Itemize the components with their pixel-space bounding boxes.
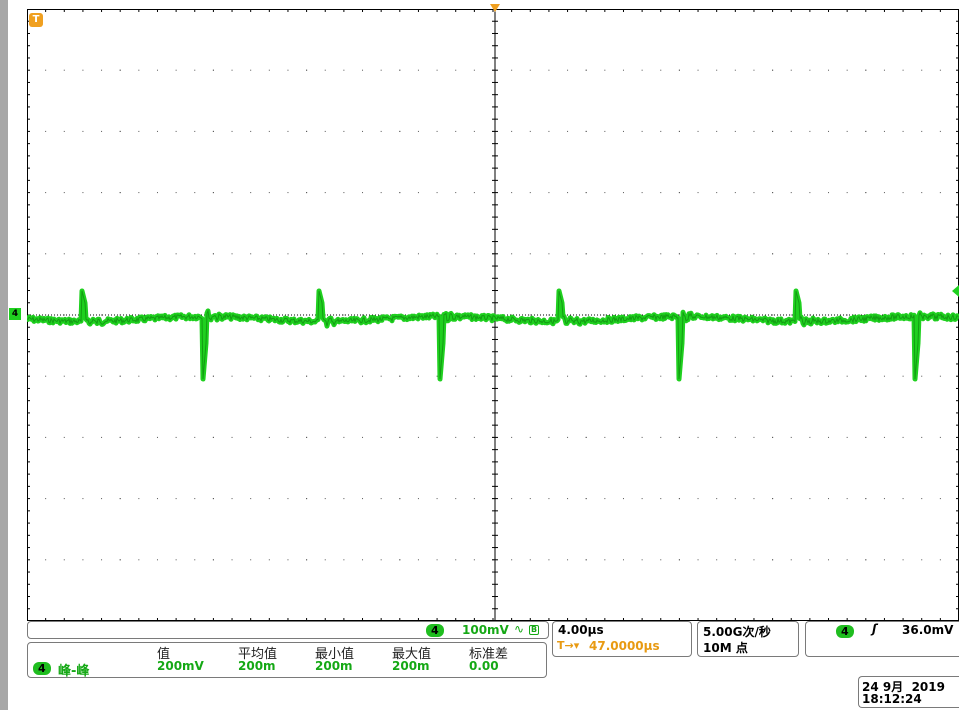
header-mean: 平均值 <box>238 647 278 662</box>
datetime-panel: 24 9月 2019 18:12:24 <box>858 676 959 708</box>
channel-scale-bar[interactable]: 4 100mV ∿ B <box>27 621 549 639</box>
header-min: 最小值 <box>315 647 355 662</box>
trigger-slope-icon: ʃ <box>872 622 877 636</box>
trigger-panel[interactable]: 4 ʃ 36.0mV <box>805 621 959 657</box>
waveform-trace <box>27 288 959 382</box>
coupling-icon: ∿ <box>514 622 525 636</box>
channel-badge: 4 <box>426 624 444 637</box>
value-current: 200mV <box>157 659 204 673</box>
bandwidth-limit-icon: B <box>529 625 540 635</box>
waveform-trace-core <box>27 290 959 380</box>
header-stddev: 标准差 <box>469 647 509 662</box>
header-max: 最大值 <box>392 647 432 662</box>
timebase-scale: 4.00µs <box>558 623 604 637</box>
channel-scale: 100mV <box>462 623 509 637</box>
measurement-name: 峰-峰 <box>58 664 90 679</box>
trigger-source-badge: 4 <box>836 625 854 638</box>
channel-ground-marker[interactable]: 4 <box>9 308 21 320</box>
value-max: 200m <box>392 659 430 673</box>
trigger-position-value: 47.0000µs <box>589 639 660 653</box>
header-value: 值 <box>157 647 171 662</box>
sample-rate: 5.00G次/秒 <box>703 625 771 639</box>
measurement-source-badge: 4 <box>33 662 51 675</box>
date: 24 9月 2019 <box>862 680 945 694</box>
graticule <box>27 9 959 621</box>
value-stddev: 0.00 <box>469 659 499 673</box>
trigger-time-marker[interactable]: T <box>29 13 43 27</box>
timebase-panel[interactable]: 4.00µs T→▾ 47.0000µs <box>552 621 692 657</box>
trigger-level: 36.0mV <box>902 623 954 637</box>
measurement-panel[interactable]: 4 峰-峰 值 平均值 最小值 最大值 标准差 200mV 200m 200m … <box>27 642 547 679</box>
left-bezel <box>0 0 8 710</box>
value-min: 200m <box>315 659 353 673</box>
time: 18:12:24 <box>862 692 922 706</box>
acquisition-panel[interactable]: 5.00G次/秒 10M 点 <box>697 621 799 657</box>
trigger-position-marker[interactable] <box>490 4 500 12</box>
value-mean: 200m <box>238 659 276 673</box>
trigger-level-marker[interactable] <box>952 285 959 297</box>
trigger-position-icon: T→▾ <box>557 639 580 652</box>
record-length: 10M 点 <box>703 641 748 655</box>
